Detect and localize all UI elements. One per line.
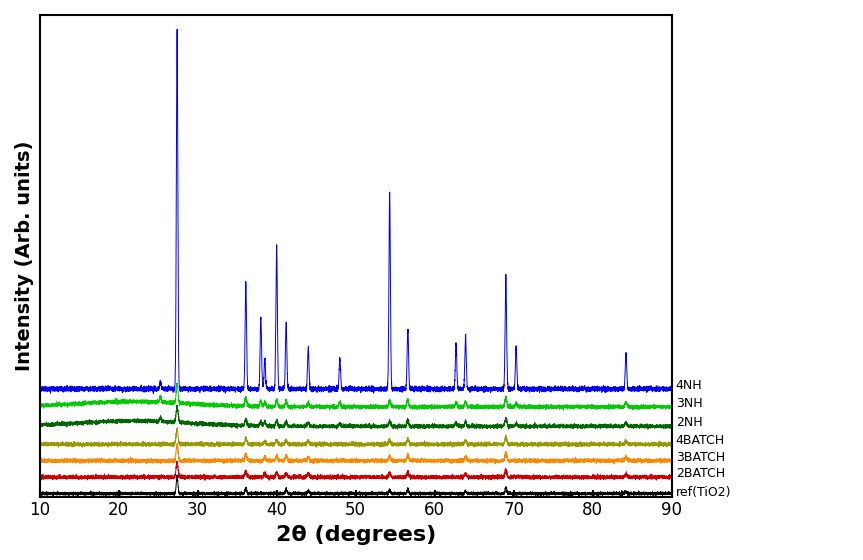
Text: ref(TiO2): ref(TiO2) [676, 487, 731, 500]
X-axis label: 2θ (degrees): 2θ (degrees) [275, 525, 436, 545]
Text: 4BATCH: 4BATCH [676, 434, 725, 447]
Y-axis label: Intensity (Arb. units): Intensity (Arb. units) [15, 141, 34, 371]
Text: 2NH: 2NH [676, 416, 702, 429]
Text: 2BATCH: 2BATCH [676, 467, 725, 480]
Text: 3BATCH: 3BATCH [676, 451, 725, 464]
Text: 4NH: 4NH [676, 379, 702, 392]
Text: 3NH: 3NH [676, 396, 702, 410]
